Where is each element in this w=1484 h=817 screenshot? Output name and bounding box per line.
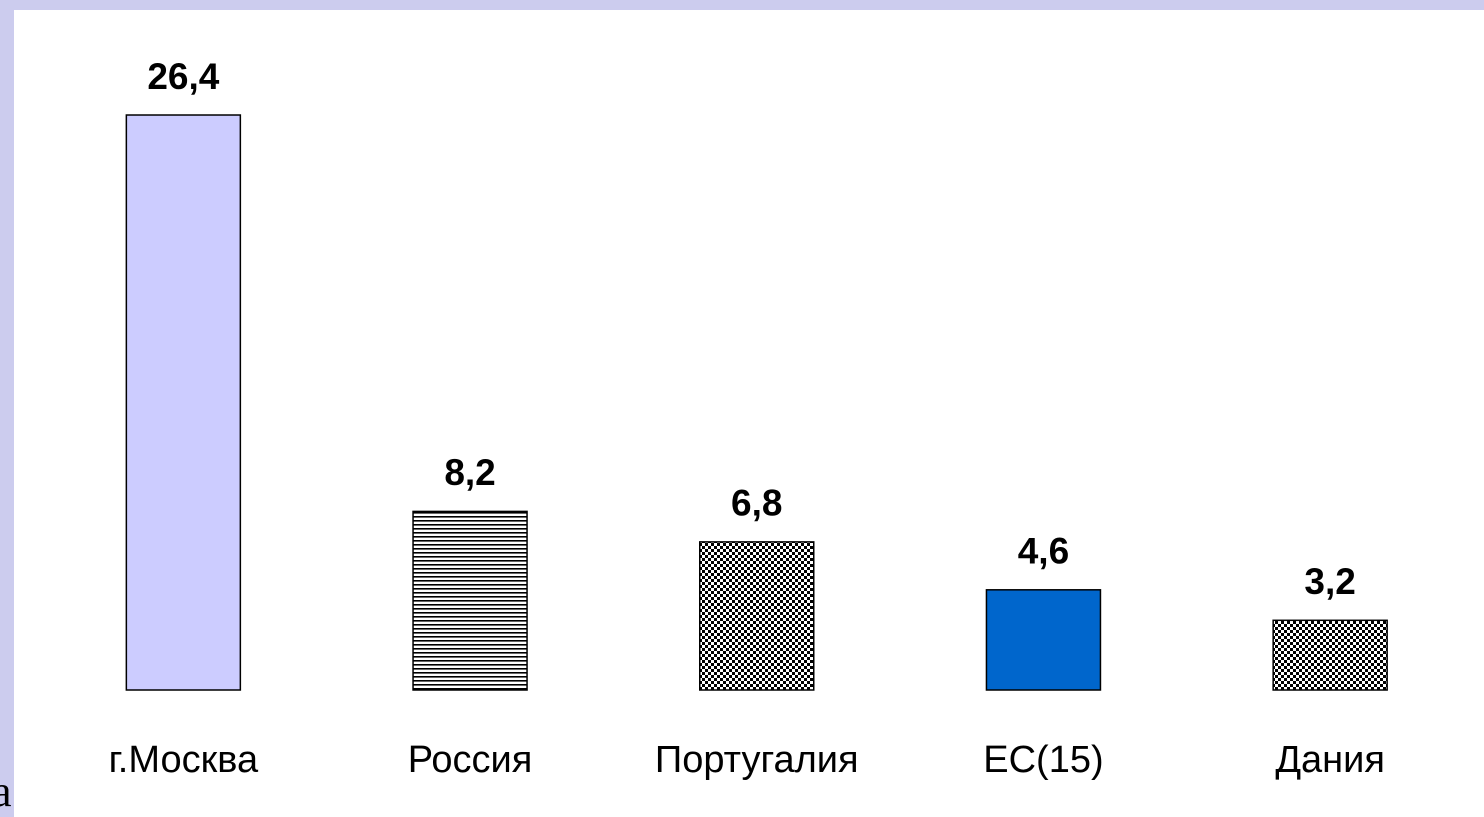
value-label: 4,6 — [1018, 531, 1069, 572]
bar — [985, 589, 1102, 691]
bar — [125, 114, 242, 691]
bar — [1272, 619, 1388, 691]
annotation: a — [0, 767, 12, 816]
value-label: 26,4 — [147, 56, 219, 97]
x-tick-label: г.Москва — [109, 739, 259, 781]
x-tick-label: Россия — [408, 739, 533, 781]
x-tick-label: ЕС(15) — [983, 739, 1103, 781]
value-label: 3,2 — [1304, 561, 1355, 602]
x-tick-label: Дания — [1275, 739, 1385, 781]
x-tick-label: Португалия — [655, 739, 859, 781]
value-label: 6,8 — [731, 483, 782, 524]
value-label: 8,2 — [444, 452, 495, 493]
bar — [412, 510, 528, 691]
bar — [699, 541, 815, 691]
